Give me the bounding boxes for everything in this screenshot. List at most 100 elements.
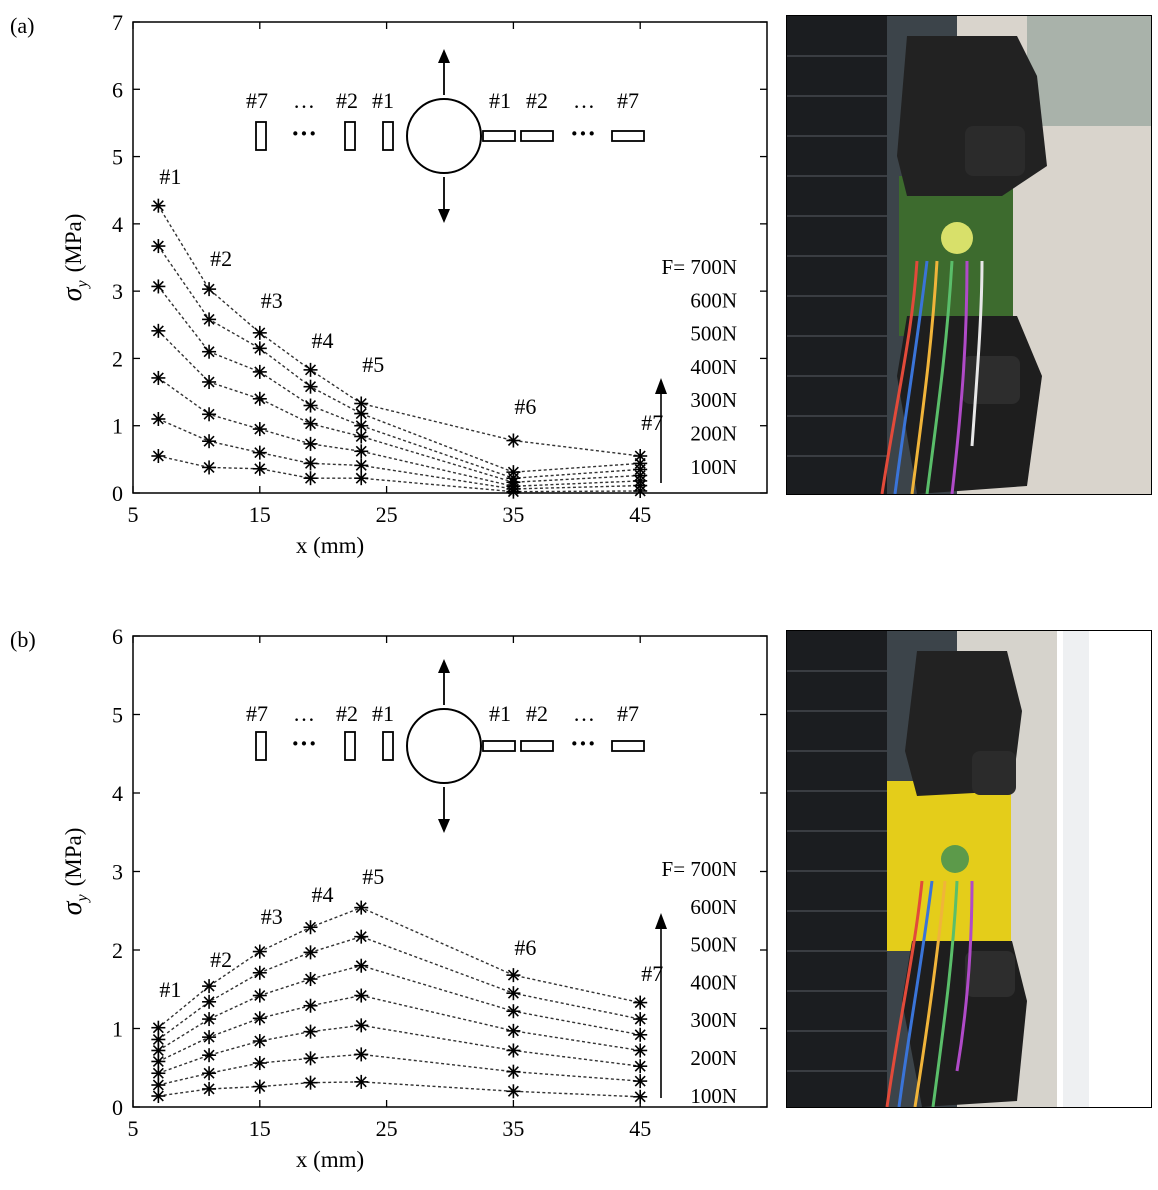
point-label: #4 — [312, 882, 334, 907]
data-point — [506, 1004, 521, 1019]
series-line-7 — [151, 198, 648, 463]
load-label: 600N — [690, 288, 737, 312]
x-tick-label: 45 — [629, 1116, 651, 1141]
data-point — [354, 406, 369, 421]
data-point — [303, 1024, 318, 1039]
x-tick-label: 5 — [128, 1116, 139, 1141]
gauge-label-left: #7 — [246, 88, 268, 113]
data-point — [303, 398, 318, 413]
gauge-label-left: … — [293, 701, 315, 726]
data-point — [252, 325, 267, 340]
series-path — [157, 330, 641, 483]
data-point — [252, 1011, 267, 1026]
x-tick-label: 45 — [629, 502, 651, 527]
gauge-label-right: … — [573, 88, 595, 113]
series-line-1 — [151, 1074, 648, 1104]
data-point — [252, 1034, 267, 1049]
strain-gauge-vertical — [344, 731, 356, 761]
data-point — [633, 448, 648, 463]
data-point — [252, 445, 267, 460]
data-point — [354, 1018, 369, 1033]
tension-arrowhead-down — [438, 819, 450, 833]
data-point — [354, 900, 369, 915]
gauge-label-left: #1 — [372, 88, 394, 113]
y-tick-label: 6 — [112, 624, 123, 649]
series-path — [158, 1024, 641, 1074]
data-point — [151, 1020, 166, 1035]
y-tick-label: 0 — [112, 481, 123, 506]
y-tick-label: 4 — [112, 212, 123, 237]
data-point — [303, 1051, 318, 1066]
point-label: #6 — [514, 935, 536, 960]
data-point — [506, 986, 521, 1001]
data-point — [354, 444, 369, 459]
strain-gauge-vertical — [382, 121, 394, 151]
x-tick-label: 25 — [376, 1116, 398, 1141]
data-point — [506, 1043, 521, 1058]
data-point — [252, 1079, 267, 1094]
strain-gauge-horizontal — [520, 130, 554, 142]
data-point — [252, 461, 267, 476]
data-point — [151, 411, 166, 426]
series-line-4 — [151, 988, 648, 1069]
gauge-label-right: … — [573, 701, 595, 726]
x-tick-label: 5 — [128, 502, 139, 527]
data-point — [354, 1047, 369, 1062]
strain-gauge-vertical — [382, 731, 394, 761]
load-label: 200N — [690, 422, 737, 446]
test-photo-yellow-specimen — [786, 630, 1152, 1108]
data-point — [354, 458, 369, 473]
data-point — [354, 929, 369, 944]
data-point — [633, 1012, 648, 1027]
load-label: 400N — [690, 970, 737, 994]
gauge-label-right: #7 — [617, 88, 639, 113]
data-point — [151, 198, 166, 213]
data-point — [151, 1078, 166, 1093]
series-path — [158, 1053, 641, 1086]
data-point — [151, 1066, 166, 1081]
data-point — [354, 471, 369, 486]
series-path — [157, 205, 641, 457]
data-point — [303, 471, 318, 486]
data-point — [202, 434, 217, 449]
data-point — [252, 422, 267, 437]
data-point — [633, 995, 648, 1010]
data-point — [506, 1023, 521, 1038]
hole-circle — [406, 708, 482, 784]
strain-gauge-vertical — [255, 121, 267, 151]
y-axis-label: σy(MPa) — [57, 828, 91, 916]
load-label: 500N — [690, 933, 737, 957]
load-label: F= 700N — [662, 857, 737, 881]
series-line-3 — [151, 1018, 648, 1081]
point-label: #2 — [210, 947, 232, 972]
data-point — [354, 988, 369, 1003]
series-path — [158, 418, 641, 490]
data-point — [354, 1074, 369, 1089]
data-point — [303, 416, 318, 431]
sensor-layout-diagram: ··· #7 … #2 #1 ··· #1 #2 … #7 — [246, 49, 645, 223]
data-point — [303, 1075, 318, 1090]
data-point — [151, 448, 166, 463]
load-label: 500N — [690, 322, 737, 346]
load-arrow-head — [655, 378, 667, 394]
data-point — [303, 945, 318, 960]
load-label: 200N — [690, 1046, 737, 1070]
data-point — [252, 1056, 267, 1071]
data-point — [151, 279, 166, 294]
data-point — [151, 239, 166, 254]
data-point — [202, 1066, 217, 1081]
data-point — [252, 391, 267, 406]
data-point — [303, 920, 318, 935]
y-tick-label: 5 — [112, 703, 123, 728]
gauge-label-left: #7 — [246, 701, 268, 726]
y-tick-label: 4 — [112, 781, 123, 806]
gauge-label-left: … — [293, 88, 315, 113]
series-line-3 — [151, 370, 648, 494]
gauge-dots-right: ··· — [570, 729, 596, 758]
data-point — [202, 344, 217, 359]
data-point — [252, 364, 267, 379]
y-tick-label: 1 — [112, 1017, 123, 1042]
data-point — [202, 1048, 217, 1063]
load-label: 100N — [690, 455, 737, 479]
